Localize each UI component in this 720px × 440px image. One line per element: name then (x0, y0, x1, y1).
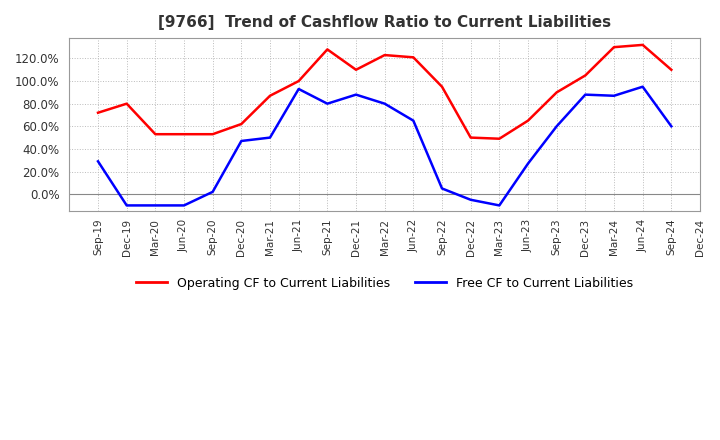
Free CF to Current Liabilities (667, 124, 675, 129)
Operating CF to Current Liabilities (581, 73, 590, 78)
Operating CF to Current Liabilities (208, 132, 217, 137)
Free CF to Current Liabilities (323, 101, 332, 106)
Free CF to Current Liabilities (409, 118, 418, 123)
Operating CF to Current Liabilities (351, 67, 360, 73)
Free CF to Current Liabilities (438, 186, 446, 191)
Operating CF to Current Liabilities (94, 110, 102, 115)
Free CF to Current Liabilities (294, 86, 303, 92)
Legend: Operating CF to Current Liabilities, Free CF to Current Liabilities: Operating CF to Current Liabilities, Fre… (131, 272, 639, 295)
Free CF to Current Liabilities (180, 203, 189, 208)
Free CF to Current Liabilities (495, 203, 504, 208)
Free CF to Current Liabilities (151, 203, 160, 208)
Operating CF to Current Liabilities (438, 84, 446, 89)
Line: Free CF to Current Liabilities: Free CF to Current Liabilities (98, 87, 671, 205)
Operating CF to Current Liabilities (237, 121, 246, 127)
Operating CF to Current Liabilities (467, 135, 475, 140)
Free CF to Current Liabilities (94, 159, 102, 164)
Operating CF to Current Liabilities (294, 78, 303, 84)
Free CF to Current Liabilities (351, 92, 360, 97)
Free CF to Current Liabilities (639, 84, 647, 89)
Free CF to Current Liabilities (552, 124, 561, 129)
Line: Operating CF to Current Liabilities: Operating CF to Current Liabilities (98, 45, 671, 139)
Free CF to Current Liabilities (380, 101, 389, 106)
Free CF to Current Liabilities (581, 92, 590, 97)
Operating CF to Current Liabilities (266, 93, 274, 99)
Operating CF to Current Liabilities (151, 132, 160, 137)
Operating CF to Current Liabilities (639, 42, 647, 48)
Free CF to Current Liabilities (467, 197, 475, 202)
Title: [9766]  Trend of Cashflow Ratio to Current Liabilities: [9766] Trend of Cashflow Ratio to Curren… (158, 15, 611, 30)
Operating CF to Current Liabilities (122, 101, 131, 106)
Operating CF to Current Liabilities (667, 67, 675, 73)
Operating CF to Current Liabilities (495, 136, 504, 141)
Free CF to Current Liabilities (208, 189, 217, 194)
Free CF to Current Liabilities (266, 135, 274, 140)
Free CF to Current Liabilities (523, 161, 532, 166)
Operating CF to Current Liabilities (409, 55, 418, 60)
Free CF to Current Liabilities (610, 93, 618, 99)
Free CF to Current Liabilities (122, 203, 131, 208)
Operating CF to Current Liabilities (523, 118, 532, 123)
Operating CF to Current Liabilities (380, 52, 389, 58)
Operating CF to Current Liabilities (552, 90, 561, 95)
Operating CF to Current Liabilities (180, 132, 189, 137)
Operating CF to Current Liabilities (323, 47, 332, 52)
Free CF to Current Liabilities (237, 138, 246, 143)
Operating CF to Current Liabilities (610, 44, 618, 50)
